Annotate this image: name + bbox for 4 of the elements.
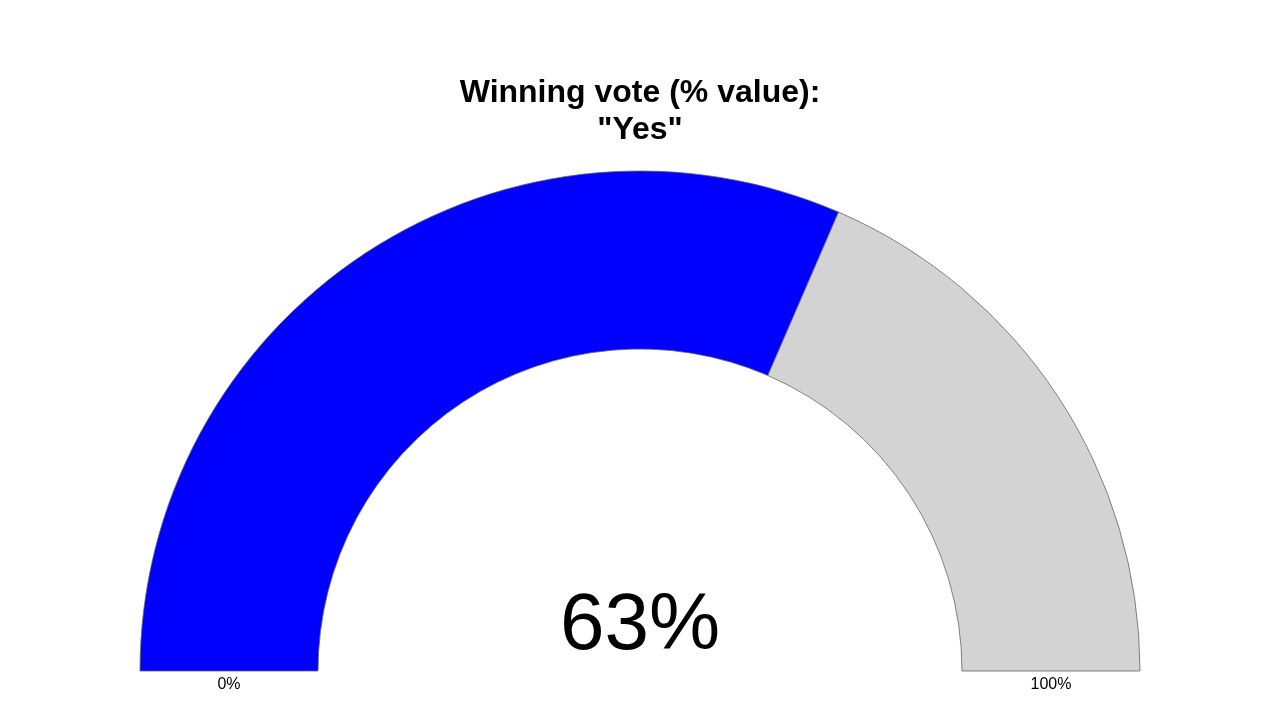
data-label: 63% [559, 577, 721, 666]
text: 100% [1030, 675, 1072, 692]
text: 0% [217, 675, 241, 692]
chart-title: Winning vote (% value): "Yes" [459, 73, 821, 146]
